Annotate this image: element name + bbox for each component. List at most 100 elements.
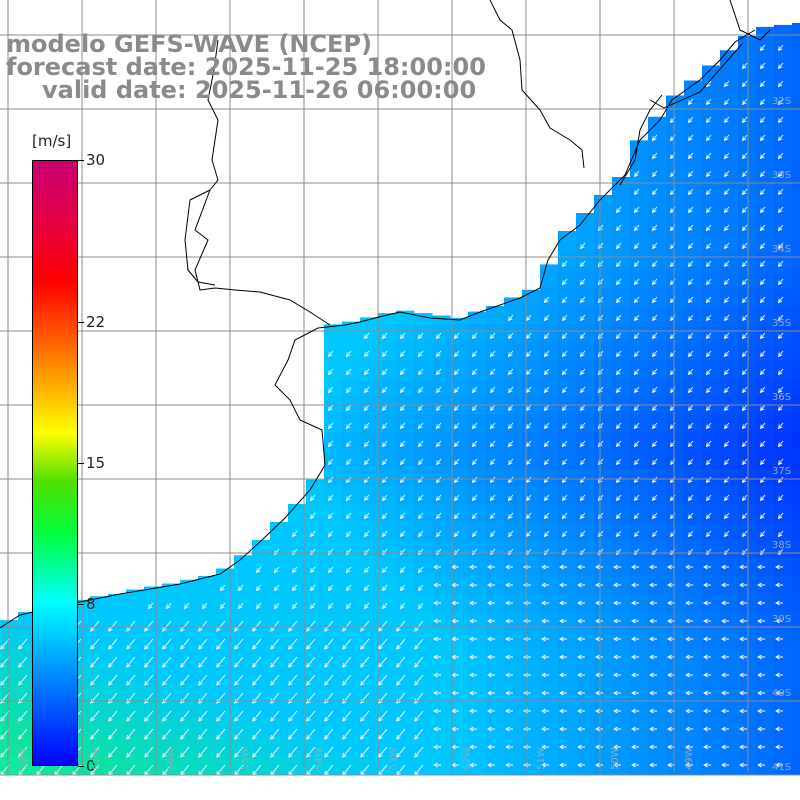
wind-arrow [396, 710, 406, 722]
wind-speed-cell [486, 558, 505, 577]
wind-arrow [216, 674, 226, 686]
wind-arrow [18, 746, 28, 758]
wind-speed-cell [792, 144, 800, 163]
wind-arrow [687, 458, 694, 466]
wind-arrow [417, 512, 424, 520]
wind-arrow [777, 530, 784, 538]
wind-arrow [597, 278, 604, 286]
wind-speed-cell [630, 702, 649, 721]
wind-arrow [417, 422, 424, 430]
wind-speed-cell [738, 756, 757, 775]
wind-arrow [723, 494, 730, 502]
wind-speed-cell [612, 630, 631, 649]
wind-arrow [543, 440, 550, 448]
colorbar-tick-label: 8 [86, 595, 96, 614]
wind-arrow [255, 566, 262, 574]
wind-speed-cell [756, 612, 775, 631]
wind-arrow [273, 566, 280, 574]
wind-arrow [342, 746, 352, 758]
wind-arrow [219, 584, 226, 592]
wind-arrow [252, 710, 262, 722]
wind-arrow [505, 618, 513, 624]
wind-speed-cell [198, 576, 217, 595]
wind-arrow [705, 332, 712, 340]
wind-arrow [327, 422, 334, 430]
wind-arrow [705, 494, 712, 502]
wind-speed-cell [468, 702, 487, 721]
wind-arrow [579, 278, 586, 286]
wind-arrow [162, 620, 172, 632]
wind-speed-cell [540, 558, 559, 577]
wind-arrow [525, 404, 532, 412]
wind-arrow [399, 584, 406, 592]
wind-arrow [777, 296, 784, 304]
wind-arrow [505, 762, 513, 768]
wind-arrow [219, 602, 226, 610]
wind-arrow [90, 656, 100, 668]
wind-arrow [507, 314, 514, 322]
wind-arrow [777, 260, 784, 268]
wind-arrow [651, 530, 658, 538]
wind-arrow [471, 458, 478, 466]
wind-arrow [651, 512, 658, 520]
wind-arrow [255, 602, 262, 610]
wind-arrow [721, 744, 729, 750]
wind-arrow [453, 440, 460, 448]
wind-arrow [631, 726, 639, 732]
wind-arrow [471, 404, 478, 412]
wind-speed-cell [594, 198, 613, 217]
colorbar-unit: [m/s] [32, 132, 72, 150]
colorbar-tick-label: 22 [86, 312, 106, 331]
wind-arrow [615, 512, 622, 520]
wind-arrow [597, 422, 604, 430]
wind-speed-cell [576, 738, 595, 757]
wind-speed-cell [504, 756, 523, 775]
wind-arrow [559, 564, 567, 570]
wind-arrow [651, 314, 658, 322]
wind-speed-cell [648, 756, 667, 775]
wind-speed-cell [774, 738, 793, 757]
wind-speed-cell [504, 612, 523, 631]
wind-arrow [306, 656, 316, 668]
wind-arrow [615, 386, 622, 394]
wind-arrow [687, 242, 694, 250]
wind-arrow [543, 386, 550, 394]
wind-arrow [687, 512, 694, 520]
wind-arrow [615, 422, 622, 430]
wind-speed-cell [468, 756, 487, 775]
longitude-label: 58W [18, 747, 29, 770]
wind-arrow [525, 458, 532, 466]
longitude-label: 54W [314, 747, 325, 770]
wind-arrow [381, 422, 388, 430]
wind-arrow [687, 206, 694, 214]
wind-arrow [741, 278, 748, 286]
wind-speed-cell [630, 684, 649, 703]
wind-arrow [759, 62, 766, 70]
wind-speed-cell [792, 126, 800, 145]
wind-speed-cell [612, 738, 631, 757]
wind-arrow [90, 674, 100, 686]
wind-speed-cell [792, 684, 800, 703]
wind-arrow [687, 188, 694, 196]
wind-arrow [739, 654, 747, 660]
wind-arrow [435, 404, 442, 412]
wind-arrow [703, 672, 711, 678]
wind-arrow [399, 332, 406, 340]
wind-arrow [703, 726, 711, 732]
wind-arrow [433, 582, 441, 588]
wind-arrow [144, 746, 154, 758]
wind-arrow [541, 618, 549, 624]
wind-arrow [435, 332, 442, 340]
wind-speed-cell [612, 558, 631, 577]
wind-arrow [615, 440, 622, 448]
wind-arrow [363, 422, 370, 430]
wind-arrow [723, 404, 730, 412]
wind-arrow [381, 332, 388, 340]
wind-arrow [342, 674, 352, 686]
wind-arrow [687, 368, 694, 376]
wind-arrow [741, 440, 748, 448]
wind-speed-cell [486, 612, 505, 631]
wind-arrow [687, 98, 694, 106]
wind-speed-cell [720, 756, 739, 775]
wind-arrow [651, 242, 658, 250]
